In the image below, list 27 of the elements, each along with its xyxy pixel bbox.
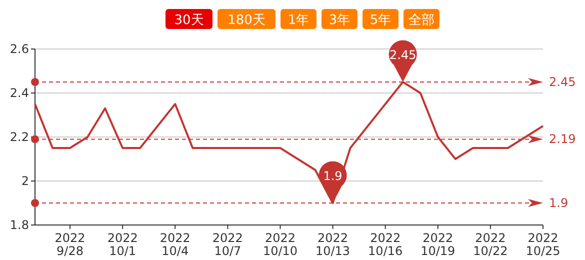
x-tick-label: 2022 10/7 [212,231,243,258]
text: 3年 [328,13,350,28]
y-tick-label: 2.4 [10,86,29,100]
text: 5年 [370,13,392,28]
annotation: 2.45 [390,48,416,62]
y-tick-label: 2.6 [10,42,29,56]
y-tick-label: 2.2 [10,130,29,144]
x-tick-label: 2022 10/1 [107,231,138,258]
annotation: 1.9 [323,169,342,183]
x-tick-label: 2022 10/22 [473,231,508,258]
x-tick-label: 2022 10/25 [526,231,560,258]
y-tick-label: 2 [21,174,29,188]
text: 30天 [174,13,204,28]
ref-line-label: 2.45 [549,75,576,89]
y-tick-label: 1.8 [10,218,29,232]
text: 1年 [288,13,310,28]
text: 全部 [408,13,434,28]
x-tick-label: 2022 10/10 [262,231,298,258]
line-series [34,81,544,204]
ref-line-label: 2.19 [549,132,576,146]
ref-line-label: 1.9 [549,196,568,210]
text: 180天 [228,13,266,28]
x-tick-label: 2022 10/16 [368,231,403,258]
x-tick-label: 2022 10/19 [420,231,456,258]
x-tick-label: 2022 9/28 [54,231,86,258]
x-tick-label: 2022 10/13 [315,231,350,258]
x-tick-label: 2022 10/4 [160,231,190,258]
